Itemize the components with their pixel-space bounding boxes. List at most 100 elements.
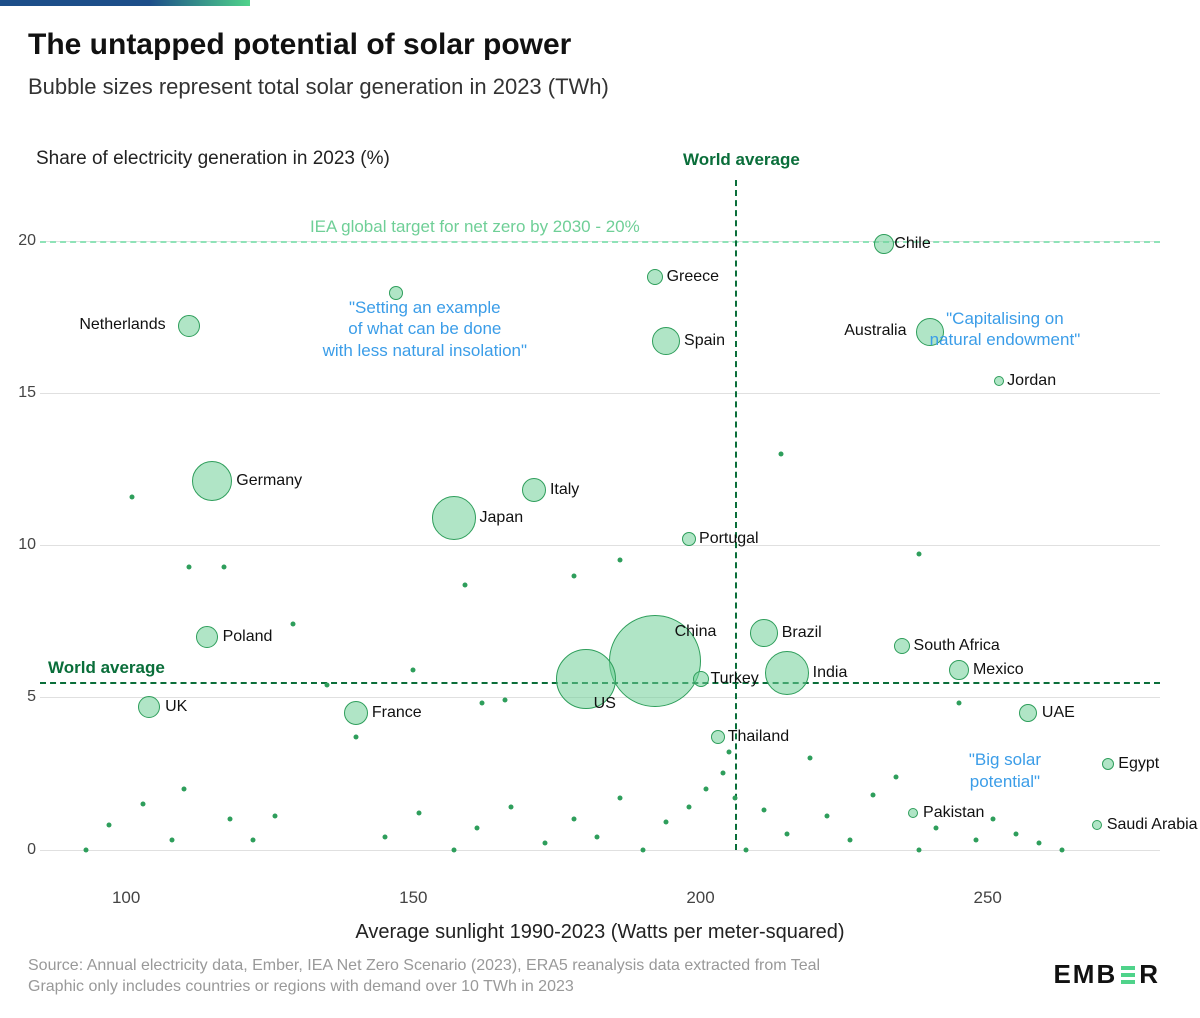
chart-subtitle: Bubble sizes represent total solar gener…	[28, 74, 609, 100]
data-point-label: Germany	[236, 472, 302, 490]
data-dot	[1060, 847, 1065, 852]
data-dot	[451, 847, 456, 852]
gridline	[40, 545, 1160, 546]
data-bubble	[682, 532, 696, 546]
logo-bars-icon	[1121, 966, 1135, 984]
data-bubble	[994, 376, 1004, 386]
data-point-label: Jordan	[1007, 372, 1056, 390]
data-dot	[761, 808, 766, 813]
x-tick-label: 100	[112, 888, 140, 908]
data-dot	[893, 774, 898, 779]
data-dot	[129, 494, 134, 499]
data-point-label: China	[675, 623, 717, 641]
data-point-label: Netherlands	[79, 316, 165, 334]
callout-text: "Setting an example of what can be done …	[323, 297, 527, 361]
data-point-label: Egypt	[1118, 755, 1159, 773]
data-dot	[325, 683, 330, 688]
world-avg-x-label: World average	[683, 150, 800, 170]
data-bubble	[894, 638, 910, 654]
data-dot	[250, 838, 255, 843]
y-tick-label: 5	[27, 688, 36, 706]
data-point-label: Chile	[894, 235, 930, 253]
data-dot	[1014, 832, 1019, 837]
callout-text: "Big solar potential"	[969, 749, 1041, 792]
iea-target-line	[40, 241, 1160, 243]
plot-area: Average sunlight 1990-2023 (Watts per me…	[40, 180, 1160, 880]
data-dot	[847, 838, 852, 843]
data-dot	[824, 814, 829, 819]
data-point-label: UAE	[1042, 704, 1075, 722]
data-dot	[83, 847, 88, 852]
data-dot	[141, 801, 146, 806]
data-bubble	[908, 808, 918, 818]
x-axis-title: Average sunlight 1990-2023 (Watts per me…	[355, 921, 844, 944]
data-point-label: Thailand	[728, 728, 789, 746]
data-bubble	[1019, 704, 1037, 722]
data-dot	[1037, 841, 1042, 846]
data-point-label: Mexico	[973, 661, 1024, 679]
data-point-label: UK	[165, 698, 187, 716]
data-point-label: Italy	[550, 481, 579, 499]
logo-text-e: EMB	[1053, 959, 1117, 990]
x-tick-label: 250	[974, 888, 1002, 908]
data-bubble	[750, 619, 778, 647]
data-bubble	[344, 701, 368, 725]
x-tick-label: 150	[399, 888, 427, 908]
data-point-label: Brazil	[782, 624, 822, 642]
data-dot	[290, 622, 295, 627]
source-text: Source: Annual electricity data, Ember, …	[28, 955, 928, 998]
data-dot	[807, 756, 812, 761]
data-dot	[916, 552, 921, 557]
data-bubble	[192, 461, 232, 501]
data-point-label: South Africa	[914, 637, 1000, 655]
data-dot	[474, 826, 479, 831]
data-point-label: Japan	[480, 509, 524, 527]
data-dot	[595, 835, 600, 840]
data-bubble	[874, 234, 894, 254]
gridline	[40, 850, 1160, 851]
data-point-label: Poland	[223, 628, 273, 646]
data-bubble	[522, 478, 546, 502]
data-dot	[543, 841, 548, 846]
data-dot	[353, 734, 358, 739]
data-dot	[572, 817, 577, 822]
data-bubble	[949, 660, 969, 680]
data-point-label: Turkey	[711, 670, 759, 688]
data-dot	[744, 847, 749, 852]
callout-text: "Capitalising on natural endowment"	[930, 308, 1081, 351]
y-tick-label: 0	[27, 841, 36, 859]
data-dot	[727, 750, 732, 755]
data-dot	[870, 792, 875, 797]
data-bubble	[693, 671, 709, 687]
logo-text-r: R	[1139, 959, 1160, 990]
data-dot	[221, 564, 226, 569]
data-dot	[170, 838, 175, 843]
data-dot	[227, 817, 232, 822]
data-bubble	[1092, 820, 1102, 830]
data-dot	[956, 701, 961, 706]
x-tick-label: 200	[686, 888, 714, 908]
top-accent-bar	[0, 0, 250, 6]
data-point-label: US	[594, 695, 616, 713]
data-dot	[641, 847, 646, 852]
data-dot	[721, 771, 726, 776]
data-dot	[991, 817, 996, 822]
data-point-label: India	[813, 664, 848, 682]
data-dot	[784, 832, 789, 837]
ember-logo: EMB R	[1053, 959, 1160, 990]
data-bubble	[196, 626, 218, 648]
data-dot	[778, 451, 783, 456]
data-bubble	[711, 730, 725, 744]
data-dot	[411, 668, 416, 673]
data-dot	[618, 795, 623, 800]
data-dot	[273, 814, 278, 819]
data-dot	[382, 835, 387, 840]
chart-title: The untapped potential of solar power	[28, 28, 571, 62]
data-dot	[181, 786, 186, 791]
data-dot	[704, 786, 709, 791]
data-bubble	[178, 315, 200, 337]
world-avg-x-line	[735, 180, 737, 850]
data-point-label: Portugal	[699, 530, 759, 548]
data-dot	[417, 811, 422, 816]
data-point-label: Greece	[667, 268, 719, 286]
